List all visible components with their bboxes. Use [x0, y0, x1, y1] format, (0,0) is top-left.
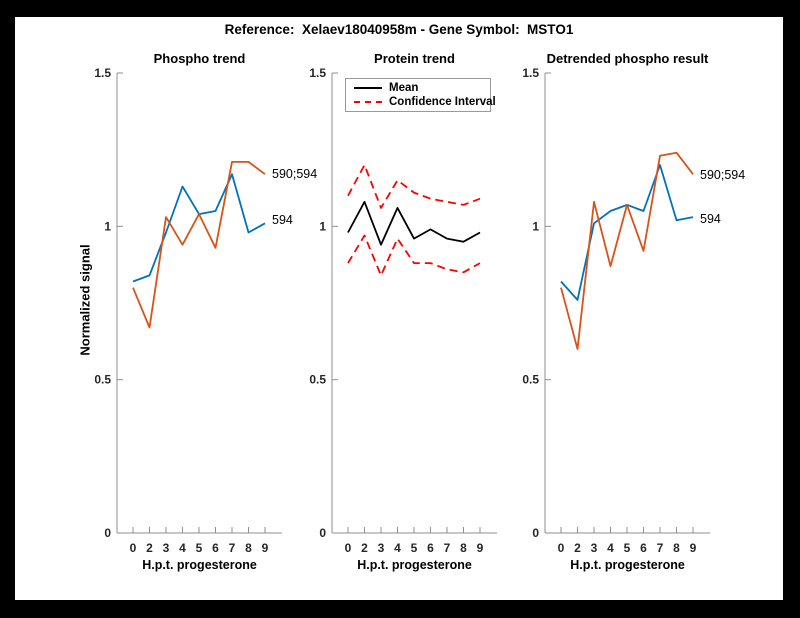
x-tick-label: 3 [163, 541, 170, 555]
series-line [560, 164, 694, 301]
plots-canvas: 00.511.50 2 3 4 5 6 7 8 900.511.50 2 3 4 5 6 7 8 900.511… [94, 66, 710, 555]
y-tick-label: 1.5 [94, 66, 111, 80]
y-tick-label: 0.5 [309, 373, 326, 387]
x-tick-label: 8 [460, 541, 467, 555]
x-tick-label: 7 [444, 541, 451, 555]
x-tick-label: 0 [345, 541, 352, 555]
y-tick-label: 0 [532, 526, 539, 540]
x-tick-label: 0 [558, 541, 565, 555]
y-tick-label: 0.5 [94, 373, 111, 387]
panel-title-detrended-result: Detrended phospho result [546, 51, 709, 66]
x-tick-label: 6 [212, 541, 219, 555]
y-tick-label: 0 [319, 526, 326, 540]
legend-label-confidence-interval: Confidence Interval [389, 95, 496, 108]
line-end-label-590-594-left: 590;594 [272, 167, 318, 181]
y-tick-label: 0.5 [522, 373, 539, 387]
series-line [560, 151, 694, 350]
x-axis-label-1: H.p.t. progesterone [142, 558, 257, 572]
figure-title: Reference: Xelaev18040958m - Gene Symbol… [224, 22, 574, 37]
x-tick-label: 6 [427, 541, 434, 555]
x-tick-label: 4 [179, 541, 186, 555]
legend-label-mean: Mean [389, 82, 419, 95]
x-tick-label: 7 [657, 541, 664, 555]
x-tick-label: 3 [591, 541, 598, 555]
x-tick-label: 9 [262, 541, 269, 555]
x-tick-label: 8 [673, 541, 680, 555]
legend-row-mean: Mean [354, 82, 490, 95]
confidence-interval-swatch-icon [354, 100, 382, 103]
y-tick-label: 1.5 [522, 66, 539, 80]
legend-box: Mean Confidence Interval [345, 78, 496, 112]
x-axis-label-3: H.p.t. progesterone [570, 558, 685, 572]
x-tick-label: 2 [574, 541, 581, 555]
x-tick-label: 2 [361, 541, 368, 555]
panel-title-phospho-trend: Phospho trend [153, 51, 246, 66]
x-tick-label: 8 [245, 541, 252, 555]
y-axis-label: Normalized signal [77, 244, 93, 356]
x-tick-label: 6 [640, 541, 647, 555]
y-tick-label: 0 [104, 526, 111, 540]
line-end-label-594-right: 594 [700, 212, 721, 226]
y-tick-label: 1.5 [309, 66, 326, 80]
legend-row-confidence-interval: Confidence Interval [354, 95, 496, 108]
panel-title-protein-trend: Protein trend [374, 51, 455, 66]
x-tick-label: 4 [607, 541, 614, 555]
line-end-label-594-left: 594 [272, 213, 293, 227]
x-tick-label: 5 [411, 541, 418, 555]
x-tick-label: 4 [394, 541, 401, 555]
series-line [347, 164, 481, 209]
y-tick-label: 1 [104, 219, 111, 233]
series-line [347, 200, 481, 246]
x-tick-label: 0 [130, 541, 137, 555]
series-line [132, 160, 266, 329]
y-tick-label: 1 [319, 219, 326, 233]
series-line [132, 173, 266, 283]
x-tick-label: 3 [378, 541, 385, 555]
x-tick-label: 2 [146, 541, 153, 555]
x-tick-label: 7 [229, 541, 236, 555]
x-tick-label: 9 [690, 541, 697, 555]
x-axis-label-2: H.p.t. progesterone [357, 558, 472, 572]
line-end-label-590-594-right: 590;594 [700, 168, 746, 182]
y-tick-label: 1 [532, 219, 539, 233]
x-tick-label: 9 [477, 541, 484, 555]
matlab-figure: Reference: Xelaev18040958m - Gene Symbol… [15, 17, 783, 600]
x-tick-label: 5 [196, 541, 203, 555]
series-line [347, 234, 481, 277]
x-tick-label: 5 [624, 541, 631, 555]
mean-line-swatch-icon [354, 87, 382, 90]
